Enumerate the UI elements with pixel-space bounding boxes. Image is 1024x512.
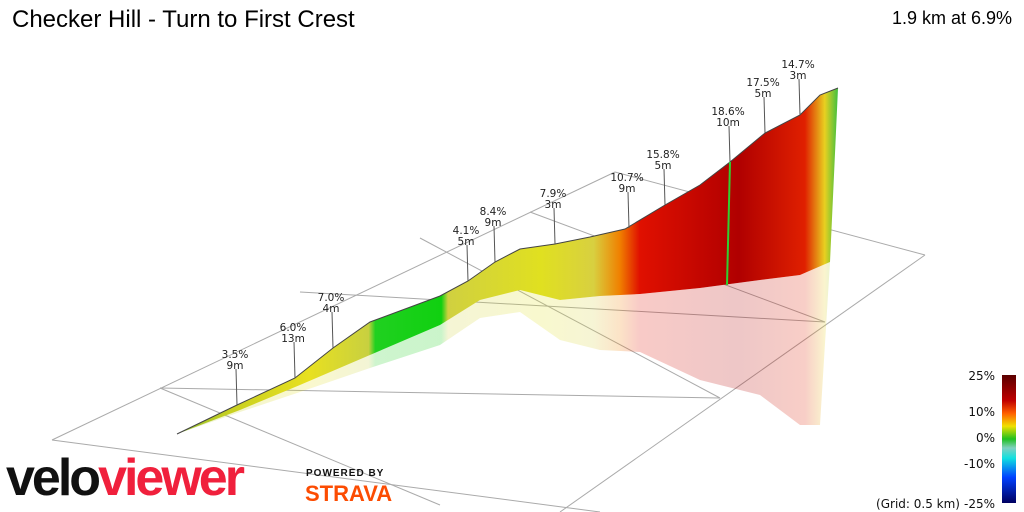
annotation-leader-line — [763, 96, 766, 134]
annotation-length: 3m — [545, 199, 562, 211]
veloviewer-logo: veloviewer — [6, 449, 245, 507]
legend-tick: 0% — [976, 431, 995, 445]
annotation-leader-line — [331, 311, 334, 349]
annotation-gradient: 7.9% — [540, 188, 567, 200]
annotation-length: 5m — [655, 160, 672, 172]
strava-logo: STRAVA — [305, 481, 393, 506]
annotation-length: 13m — [281, 333, 305, 345]
page-title: Checker Hill - Turn to First Crest — [12, 6, 355, 33]
annotation-leader-line — [663, 168, 666, 206]
annotation-gradient: 6.0% — [280, 322, 307, 334]
annotation-length: 9m — [485, 217, 502, 229]
crest-marker — [726, 161, 731, 286]
annotation-leader-line — [466, 244, 469, 282]
legend-tick: -10% — [964, 457, 995, 471]
annotation-leader-line — [293, 341, 296, 379]
profile-reflection — [177, 262, 830, 434]
climb-summary: 1.9 km at 6.9% — [891, 8, 1012, 28]
annotation-gradient: 8.4% — [480, 206, 507, 218]
annotation-length: 9m — [227, 360, 244, 372]
annotation-leader-line — [798, 78, 801, 116]
annotation-length: 5m — [458, 236, 475, 248]
annotation-gradient: 7.0% — [318, 292, 345, 304]
annotation-gradient: 18.6% — [711, 106, 744, 118]
annotation-length: 4m — [323, 303, 340, 315]
legend-tick: 25% — [968, 369, 995, 383]
gradient-legend: 25% 10% 0% -10% -25% (Grid: 0.5 km) — [876, 369, 1016, 511]
annotation-leader-line — [553, 207, 556, 245]
annotation-gradient: 10.7% — [610, 172, 643, 184]
annotation-gradient: 14.7% — [781, 59, 814, 71]
legend-tick: -25% — [964, 497, 995, 511]
legend-color-bar — [1002, 375, 1016, 503]
annotation-length: 5m — [755, 88, 772, 100]
annotation-gradient: 15.8% — [646, 149, 679, 161]
annotation-leader-line — [728, 125, 731, 163]
grid-note: (Grid: 0.5 km) — [876, 497, 960, 511]
legend-tick: 10% — [968, 405, 995, 419]
gradient-annotations: 3.5%9m6.0%13m7.0%4m4.1%5m8.4%9m7.9%3m10.… — [222, 59, 815, 406]
annotation-length: 3m — [790, 70, 807, 82]
annotation-gradient: 4.1% — [453, 225, 480, 237]
annotation-leader-line — [235, 368, 238, 406]
annotation-gradient: 17.5% — [746, 77, 779, 89]
annotation-gradient: 3.5% — [222, 349, 249, 361]
annotation-leader-line — [493, 225, 496, 263]
annotation-leader-line — [627, 191, 630, 229]
annotation-length: 10m — [716, 117, 740, 129]
annotation-length: 9m — [619, 183, 636, 195]
powered-by-text: POWERED BY — [306, 468, 385, 479]
profile-ridge — [177, 88, 838, 434]
